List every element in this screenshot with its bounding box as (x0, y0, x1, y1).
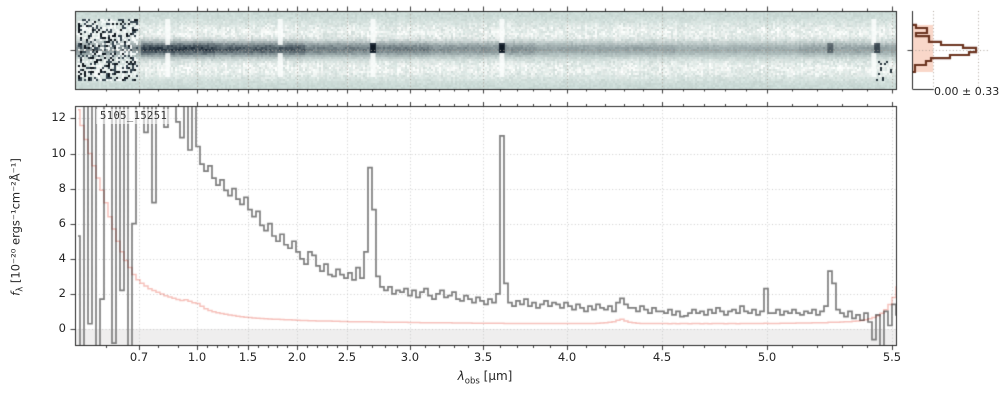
figure-canvas (0, 0, 1000, 400)
spectrum-figure: 5105_15251 0.00 ± 0.33 0.7 1.0 1.5 2.0 2.5 3.… (0, 0, 1000, 400)
